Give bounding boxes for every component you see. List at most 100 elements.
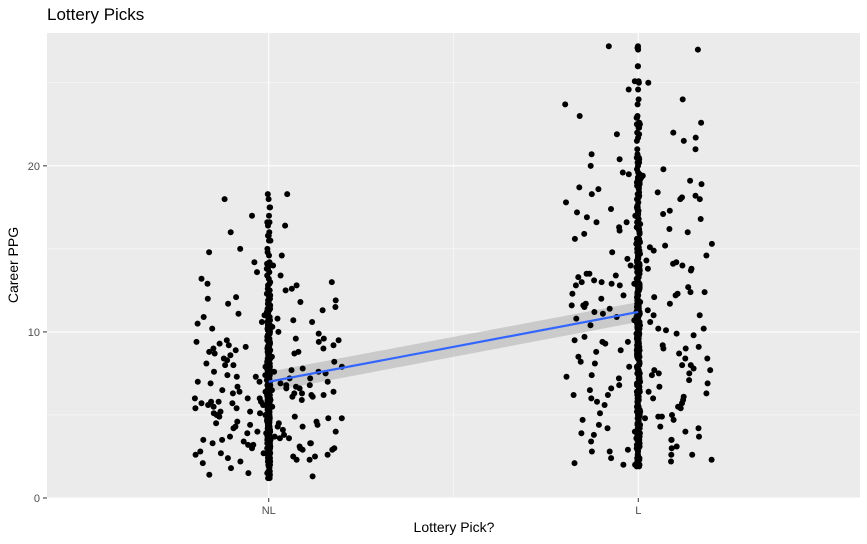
data-point [265,463,272,470]
data-point [685,284,692,291]
data-point [612,272,619,279]
data-point [264,440,271,447]
data-point [648,372,655,379]
data-point [634,290,641,297]
data-point [643,257,650,264]
data-point [619,169,626,176]
chart-title: Lottery Picks [47,5,144,24]
data-point [634,206,641,212]
data-point [634,403,641,410]
data-point [634,101,641,108]
data-point [707,367,714,374]
data-point [277,380,284,387]
data-point [569,290,576,297]
data-point [626,363,633,370]
data-point [266,212,272,219]
data-point [635,184,642,191]
data-point [635,63,641,70]
data-point [606,448,613,455]
data-point [591,277,598,284]
data-point [604,392,611,398]
data-point [191,395,198,402]
data-point [634,196,641,203]
data-point [306,382,313,389]
data-point [666,226,673,232]
data-point [608,385,615,392]
data-point [575,274,582,281]
data-point [258,319,265,325]
data-point [680,397,687,403]
data-point [591,360,598,367]
data-point [265,402,272,408]
data-point [591,309,598,315]
data-point [635,395,642,402]
data-point [673,330,680,337]
data-point [265,232,272,239]
data-point [222,362,229,369]
data-point [655,413,662,420]
data-point [686,370,693,377]
data-point [267,305,274,312]
data-point [242,343,249,350]
data-point [634,44,641,51]
data-point [647,319,654,325]
data-point [588,191,595,198]
data-point [635,428,642,435]
data-point [660,211,667,217]
data-point [697,216,704,222]
data-point [335,337,342,344]
data-point [266,473,273,480]
data-point [236,388,243,395]
data-point [635,302,642,309]
data-point [660,166,667,173]
data-point [695,425,702,432]
data-point [204,295,211,302]
data-point [682,428,689,435]
data-point [265,468,272,475]
data-point [274,423,281,430]
data-point [704,355,711,362]
data-point [224,455,231,462]
data-point [634,370,641,377]
data-point [282,287,289,294]
data-point [194,320,201,327]
data-point [200,436,207,443]
data-point [264,348,271,355]
data-point [636,156,643,163]
data-point [197,448,204,455]
data-point [686,377,693,384]
data-point [296,443,303,450]
data-point [267,382,274,389]
data-point [266,322,273,329]
data-point [650,247,657,254]
data-point [651,367,658,374]
data-point [669,412,675,418]
data-point [657,423,664,430]
data-point [264,249,271,256]
data-point [234,383,241,390]
data-point [264,445,271,452]
data-point [634,177,641,184]
data-point [283,382,290,389]
data-point [670,416,677,423]
data-point [634,146,641,153]
data-point [636,325,643,332]
data-point [331,358,338,365]
data-point [620,461,627,468]
data-point [682,345,689,352]
data-point [199,460,206,467]
data-point [225,300,232,307]
data-point [309,473,316,480]
data-point [254,428,261,435]
data-point [575,353,582,360]
data-point [684,229,691,236]
data-point [571,235,578,242]
data-point [651,294,658,301]
data-point [616,224,623,231]
data-point [256,395,263,402]
data-point [703,252,710,259]
data-point [635,333,642,340]
data-point [264,300,271,307]
data-point [266,421,273,428]
data-point [635,455,641,462]
